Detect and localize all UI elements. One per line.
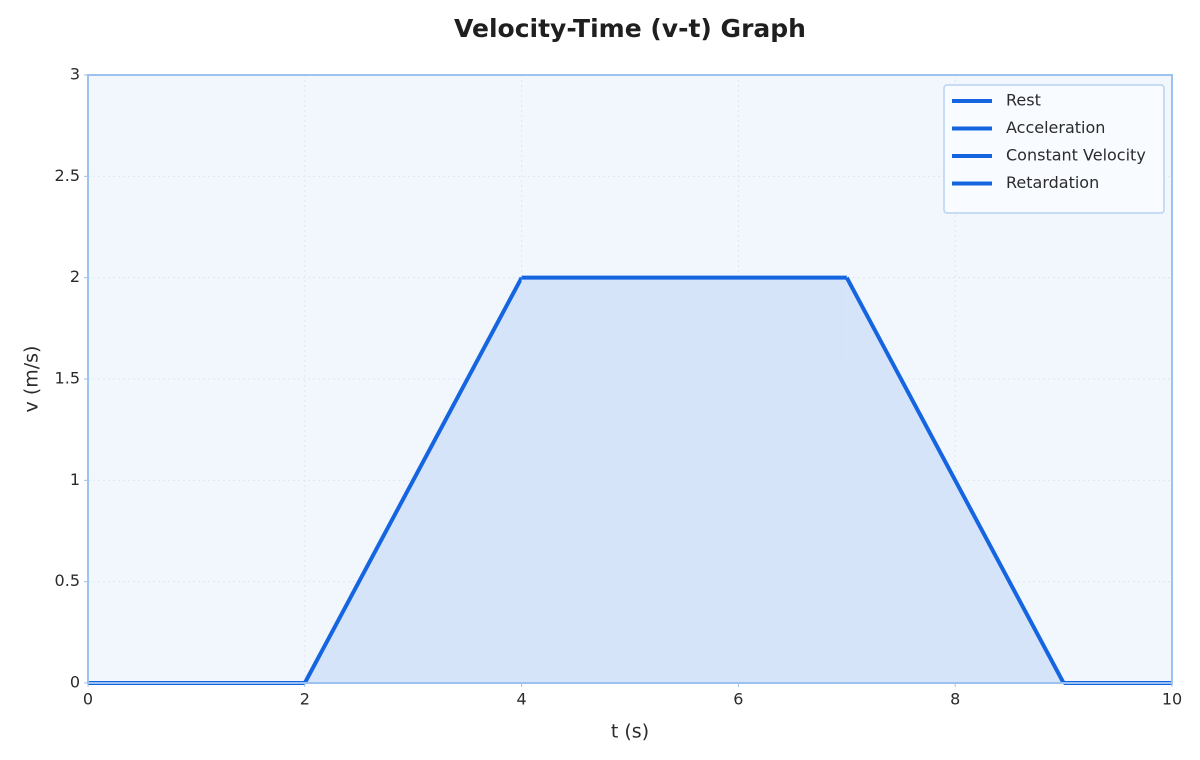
x-tick-label: 4 (517, 690, 527, 709)
x-tick-label: 8 (950, 690, 960, 709)
x-tick-label: 0 (83, 690, 93, 709)
y-tick-label: 1.5 (55, 369, 80, 388)
legend-box (943, 84, 1165, 214)
legend-label: Retardation (1006, 173, 1099, 192)
line (303, 276, 524, 684)
y-tick-label: 0 (70, 673, 80, 692)
x-axis-label: t (s) (611, 721, 649, 743)
legend-label: Rest (1006, 91, 1041, 110)
y-axis-label: v (m/s) (21, 346, 43, 413)
chart-title: Velocity-Time (v-t) Graph (454, 14, 806, 43)
area (521, 277, 847, 683)
x-tick-label: 6 (733, 690, 743, 709)
x-tick-label: 2 (300, 690, 310, 709)
y-tick-label: 1 (70, 470, 80, 489)
x-tick-label: 10 (1162, 690, 1182, 709)
y-tick-label: 2.5 (55, 166, 80, 185)
y-tick-label: 2 (70, 267, 80, 286)
y-tick-label: 0.5 (55, 571, 80, 590)
legend-label: Constant Velocity (1006, 146, 1146, 165)
line (845, 276, 1066, 684)
legend-label: Acceleration (1006, 118, 1105, 137)
y-tick-label: 3 (70, 65, 80, 84)
